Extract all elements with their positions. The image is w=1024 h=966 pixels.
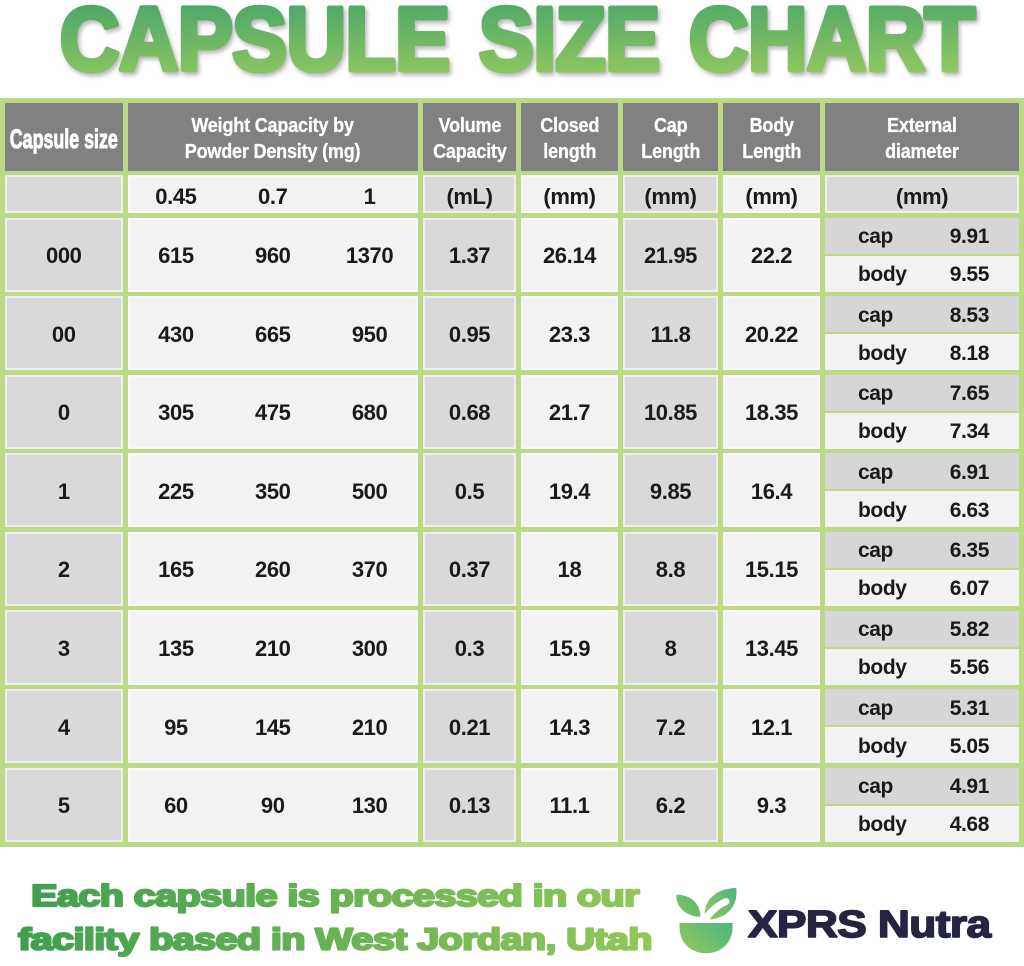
svg-text:XPRS Nutra: XPRS Nutra (748, 903, 992, 945)
svg-text:facility based in West Jordan,: facility based in West Jordan, Utah (18, 922, 652, 957)
svg-text:Each capsule is processed in o: Each capsule is processed in our (31, 878, 640, 913)
svg-text:CAPSULE SIZE CHART: CAPSULE SIZE CHART (60, 0, 975, 90)
